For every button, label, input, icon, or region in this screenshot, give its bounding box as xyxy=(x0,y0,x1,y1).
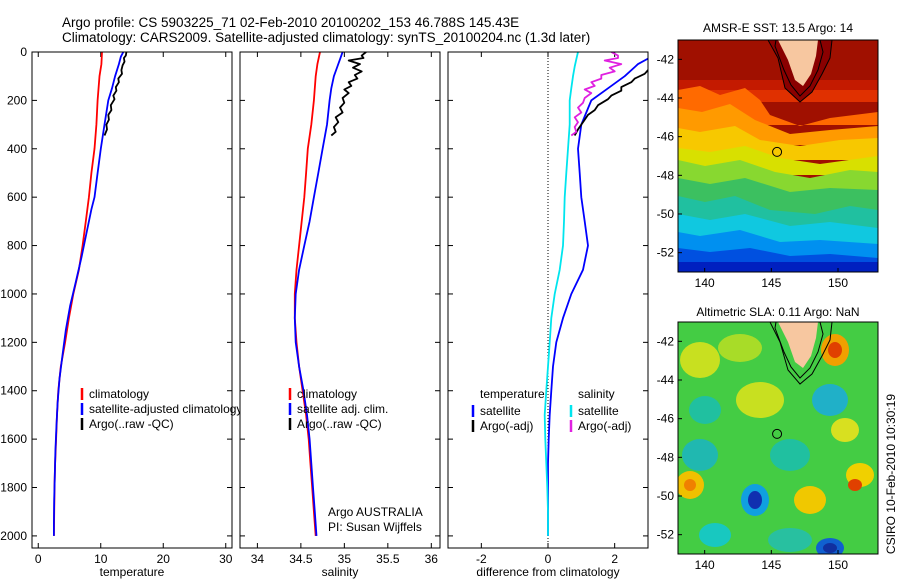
sla-map-ytick-label: -44 xyxy=(657,373,675,387)
temperature-legend-label: climatology xyxy=(89,387,149,401)
sst-map-axes: 140 145 150 -42 -44 -46 -48 -50 -52 xyxy=(657,52,849,290)
sla-map-panel: Altimetric SLA: 0.11 Argo: NaN xyxy=(657,305,879,572)
sla-map-ytick-label: -48 xyxy=(657,450,675,464)
temperature-legend-label: Argo(..raw -QC) xyxy=(89,417,174,431)
sst-argo-position-marker xyxy=(772,146,783,157)
sst-map-panel: AMSR-E SST: 13.5 Argo: 14 140 145 150 -42 -4… xyxy=(657,21,879,290)
sst-field xyxy=(678,40,878,272)
difference-legend-header-salinity: salinity xyxy=(578,387,615,401)
difference-xlabel: difference from climatology xyxy=(476,565,619,579)
temperature-xtick-label: 20 xyxy=(157,552,171,566)
depth-tick-label: 0 xyxy=(20,45,27,59)
depth-tick-label: 400 xyxy=(7,142,27,156)
sla-field xyxy=(678,322,878,554)
sla-argo-position-marker xyxy=(772,428,783,439)
temperature-xtick-label: 10 xyxy=(94,552,108,566)
csiro-timestamp: CSIRO 10-Feb-2010 10:30:19 xyxy=(884,394,898,554)
difference-xtick-label: 2 xyxy=(611,552,618,566)
difference-legend-label: satellite xyxy=(480,404,521,418)
depth-tick-label: 600 xyxy=(7,190,27,204)
sla-map-title: Altimetric SLA: 0.11 Argo: NaN xyxy=(696,305,859,319)
salinity-legend-label: Argo(..raw -QC) xyxy=(297,417,382,431)
sla-map-axes: 140 145 150 -42 -44 -46 -48 -50 -52 xyxy=(657,334,849,572)
sla-map-ytick-label: -50 xyxy=(657,489,675,503)
sst-map-xtick-label: 150 xyxy=(828,276,848,290)
difference-legend-label: satellite xyxy=(578,404,619,418)
difference-series-salinity-satellite xyxy=(543,52,579,536)
salinity-xlabel: salinity xyxy=(322,565,359,579)
temperature-series-argo-raw-qc xyxy=(103,52,128,136)
sst-map-frame xyxy=(677,39,879,273)
salinity-frame xyxy=(239,51,441,549)
temperature-xtick-label: 30 xyxy=(219,552,233,566)
temperature-plot-area xyxy=(32,52,232,548)
sla-map-ytick-label: -42 xyxy=(657,334,675,348)
depth-tick-label: 1200 xyxy=(0,335,27,349)
salinity-series-group xyxy=(293,52,367,536)
temperature-xtick-label: 0 xyxy=(35,552,42,566)
sla-map-xtick-label: 150 xyxy=(828,558,848,572)
temperature-xlabel: temperature xyxy=(100,565,165,579)
header-line2: Climatology: CARS2009. Satellite-adjuste… xyxy=(62,30,590,45)
difference-legend: temperaturesatelliteArgo(-adj)salinitysa… xyxy=(471,387,631,433)
salinity-profile-panel: 34 34.5 35 35.5 36 salinity climatologysatelli… xyxy=(239,51,441,579)
sst-map-ytick-label: -46 xyxy=(657,130,675,144)
temperature-legend-label: satellite-adjusted climatology xyxy=(89,402,242,416)
sla-map-xtick-label: 140 xyxy=(695,558,715,572)
sst-map-ytick-label: -42 xyxy=(657,52,675,66)
depth-tick-label: 1000 xyxy=(0,287,27,301)
difference-series-group xyxy=(543,52,648,536)
salinity-xtick-label: 35.5 xyxy=(376,552,400,566)
sla-map-xtick-label: 145 xyxy=(761,558,781,572)
tasmania-land xyxy=(778,40,818,86)
depth-tick-label: 200 xyxy=(7,93,27,107)
salinity-series-satellite-adj-clim xyxy=(293,52,344,536)
depth-tick-label: 1600 xyxy=(0,432,27,446)
difference-frame xyxy=(447,51,649,549)
temperature-profile-panel: 0 10 20 30 0 200 400 600 800 1000 1200 1400 1600 1800… xyxy=(0,45,242,579)
sst-map-xtick-label: 140 xyxy=(695,276,715,290)
salinity-xtick-label: 34.5 xyxy=(289,552,313,566)
sla-map-ytick-label: -46 xyxy=(657,412,675,426)
difference-legend-label: Argo(-adj) xyxy=(480,419,533,433)
salinity-legend-label: satellite adj. clim. xyxy=(297,402,388,416)
temperature-series-group xyxy=(53,52,128,536)
sst-map-ytick-label: -50 xyxy=(657,207,675,221)
salinity-xtick-label: 34 xyxy=(251,552,265,566)
sst-map-ytick-label: -48 xyxy=(657,168,675,182)
depth-tick-label: 1800 xyxy=(0,481,27,495)
header-line1: Argo profile: CS 5903225_71 02-Feb-2010 … xyxy=(62,15,519,30)
salinity-legend-label: climatology xyxy=(297,387,357,401)
depth-tick-label: 800 xyxy=(7,239,27,253)
salinity-series-argo-raw-qc xyxy=(330,52,367,137)
tasmania-land-sla xyxy=(778,322,818,368)
difference-series-temperature-satellite xyxy=(547,57,648,536)
depth-tick-label: 2000 xyxy=(0,529,27,543)
sst-map-ytick-label: -44 xyxy=(657,91,675,105)
temperature-frame xyxy=(31,51,233,549)
difference-series-salinity-argo-adj xyxy=(570,52,623,137)
salinity-plot-area xyxy=(240,52,440,548)
sst-map-ytick-label: -52 xyxy=(657,246,675,260)
argo-program-label: Argo AUSTRALIA xyxy=(328,505,423,519)
sla-map-frame xyxy=(677,321,879,555)
temperature-series-satellite-adjusted-climatology xyxy=(53,52,125,536)
depth-tick-label: 1400 xyxy=(0,384,27,398)
salinity-xtick-label: 35 xyxy=(338,552,352,566)
difference-xtick-label: 0 xyxy=(545,552,552,566)
salinity-xtick-label: 36 xyxy=(425,552,439,566)
sst-map-xtick-label: 145 xyxy=(761,276,781,290)
sla-map-ytick-label: -52 xyxy=(657,528,675,542)
argo-pi-label: PI: Susan Wijffels xyxy=(328,520,422,534)
difference-legend-label: Argo(-adj) xyxy=(578,419,631,433)
difference-xtick-label: -2 xyxy=(476,552,487,566)
difference-series-temperature-argo-adj xyxy=(573,68,648,136)
sst-map-title: AMSR-E SST: 13.5 Argo: 14 xyxy=(703,21,853,35)
difference-legend-header-temperature: temperature xyxy=(480,387,545,401)
